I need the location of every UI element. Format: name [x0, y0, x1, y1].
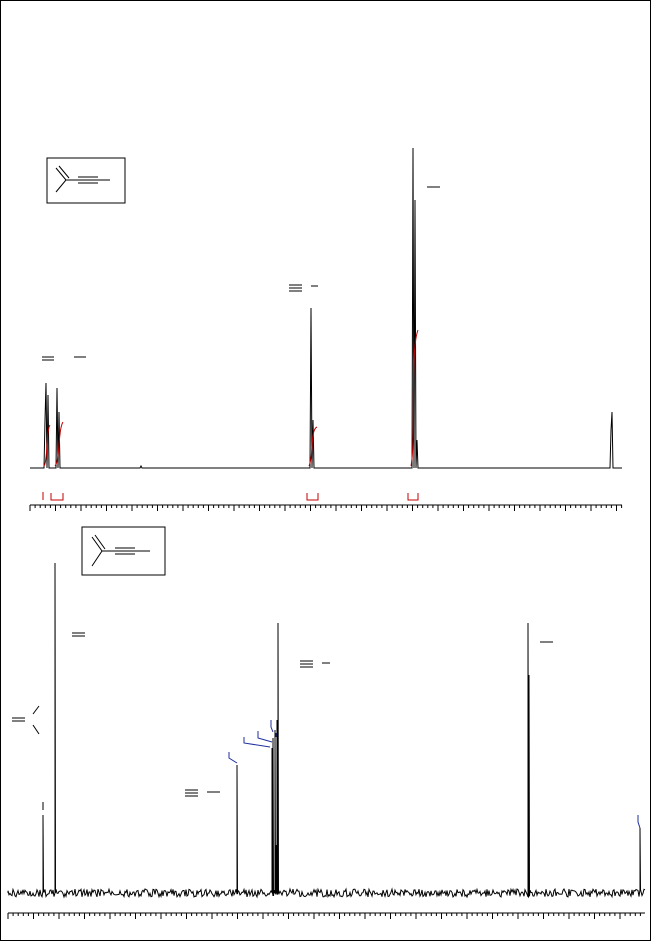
- spectrum-13c: [7, 562, 646, 899]
- structure-top: [46, 157, 126, 204]
- structure-bottom: [81, 526, 166, 576]
- integrals-top: [42, 329, 419, 501]
- axis-top: [29, 504, 623, 511]
- fragment-marks-top: [42, 186, 440, 361]
- fragment-marks-bottom: [12, 632, 553, 797]
- peak-labels-bottom: [228, 720, 641, 829]
- peak-ticks-bottom: [42, 565, 529, 810]
- axis-bottom: [7, 912, 645, 919]
- spectrum-1h: [30, 147, 622, 469]
